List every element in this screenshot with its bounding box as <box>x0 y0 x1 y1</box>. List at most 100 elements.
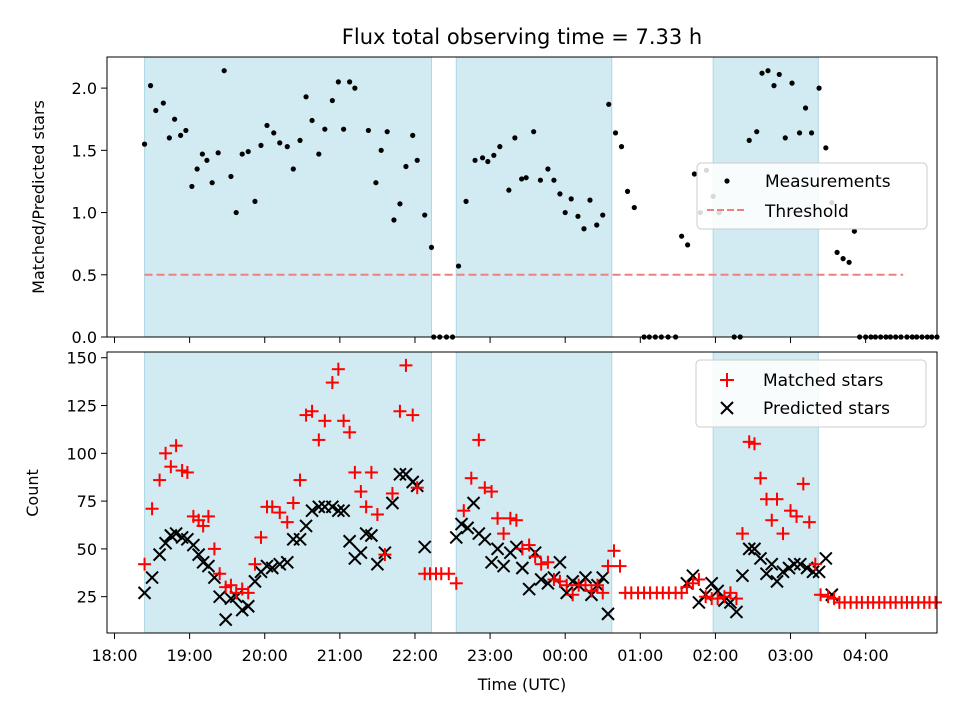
predicted-star-point <box>385 496 400 510</box>
top-axes-frame <box>106 56 938 338</box>
matched-star-point <box>699 590 713 604</box>
measurement-point <box>545 166 551 172</box>
matched-star-point <box>790 509 804 523</box>
matched-star-point <box>331 362 345 376</box>
x-axis-label: Time (UTC) <box>477 675 566 694</box>
measurement-point <box>746 137 752 143</box>
measurement-point <box>194 166 200 172</box>
measurement-point <box>422 212 428 218</box>
predicted-star-point <box>393 467 407 482</box>
measurement-point <box>397 201 403 207</box>
legend-measurements-marker <box>724 178 730 184</box>
measurement-point <box>551 177 557 183</box>
measurement-point <box>290 166 296 172</box>
matched-star-point <box>735 527 749 541</box>
matched-star-point <box>497 527 511 541</box>
x-tick-label: 22:00 <box>392 646 438 665</box>
x-tick-label: 02:00 <box>692 646 738 665</box>
predicted-star-point <box>534 572 548 587</box>
measurement-point <box>303 94 309 100</box>
predicted-star-point <box>729 605 744 619</box>
predicted-star-point <box>354 546 368 560</box>
measurement-point <box>594 222 600 228</box>
matched-star-point <box>213 567 227 581</box>
measurement-point <box>335 79 341 85</box>
measurement-point <box>816 85 822 91</box>
predicted-star-point <box>325 500 340 514</box>
x-tick-label: 00:00 <box>542 646 588 665</box>
measurement-point <box>341 126 347 132</box>
figure-title: Flux total observing time = 7.33 h <box>342 25 702 49</box>
measurement-point <box>512 135 518 141</box>
matched-star-point <box>601 559 615 573</box>
measurement-point <box>796 130 803 136</box>
legend-matched-label: Matched stars <box>763 371 883 391</box>
measurement-point <box>384 129 390 135</box>
matched-star-point <box>485 485 499 499</box>
matched-star-point <box>541 555 555 569</box>
predicted-star-point <box>454 517 469 531</box>
bottom-legend-box <box>695 359 927 428</box>
predicted-star-point <box>759 567 774 581</box>
matched-star-point <box>354 485 368 499</box>
measurement-point <box>347 79 353 85</box>
matched-star-point <box>248 557 262 571</box>
predicted-star-point <box>522 582 536 596</box>
predicted-star-point <box>241 599 255 613</box>
legend-threshold-label: Threshold <box>764 202 849 222</box>
matched-star-point <box>534 557 548 571</box>
measurement-point <box>485 158 491 165</box>
matched-star-point <box>442 567 456 581</box>
matched-star-point <box>273 506 287 520</box>
matched-star-point <box>821 590 835 604</box>
measurement-point <box>228 173 234 180</box>
predicted-star-point <box>484 555 499 569</box>
measurement-point <box>802 105 809 111</box>
measurement-point <box>209 180 215 186</box>
matched-star-point <box>406 408 420 422</box>
predicted-star-point <box>312 500 326 514</box>
measurement-point <box>329 97 335 104</box>
matched-star-point <box>692 572 706 586</box>
matched-star-point <box>265 500 279 514</box>
matched-star-point <box>224 578 238 592</box>
measurement-point <box>581 226 587 232</box>
matched-star-point <box>457 504 471 518</box>
top-y-tick-label: 1.5 <box>72 141 97 160</box>
predicted-star-point <box>248 574 262 589</box>
matched-star-point <box>711 592 725 606</box>
predicted-star-point <box>265 561 279 575</box>
top-y-tick-label: 0.0 <box>72 328 97 347</box>
predicted-star-point <box>747 542 762 556</box>
legend-predicted-label: Predicted stars <box>763 399 890 419</box>
predicted-star-point <box>364 528 379 543</box>
measurement-point <box>297 137 303 143</box>
x-tick-label: 21:00 <box>317 646 363 665</box>
matched-star-point <box>359 500 373 514</box>
matched-star-point <box>515 542 529 556</box>
measurement-point <box>271 130 277 136</box>
measurement-point <box>258 142 264 148</box>
matched-star-point <box>293 473 307 487</box>
measurement-point <box>600 212 606 218</box>
measurement-point <box>141 141 148 147</box>
measurement-point <box>189 183 195 190</box>
predicted-star-point <box>331 503 346 518</box>
predicted-star-point <box>806 565 820 579</box>
matched-star-point <box>928 595 942 609</box>
measurement-point <box>233 209 239 216</box>
measurement-point <box>808 130 815 136</box>
matched-star-point <box>385 486 399 500</box>
measurement-point <box>455 263 462 269</box>
matched-star-point <box>399 358 413 372</box>
matched-star-point <box>560 578 574 592</box>
measurement-point <box>239 151 245 157</box>
measurement-point <box>284 144 290 150</box>
matched-star-point <box>318 414 332 428</box>
predicted-star-point <box>466 496 481 510</box>
measurement-point <box>587 197 593 203</box>
measurement-point <box>414 157 420 163</box>
legend-matched-marker <box>720 373 734 387</box>
x-tick-label: 01:00 <box>617 646 663 665</box>
